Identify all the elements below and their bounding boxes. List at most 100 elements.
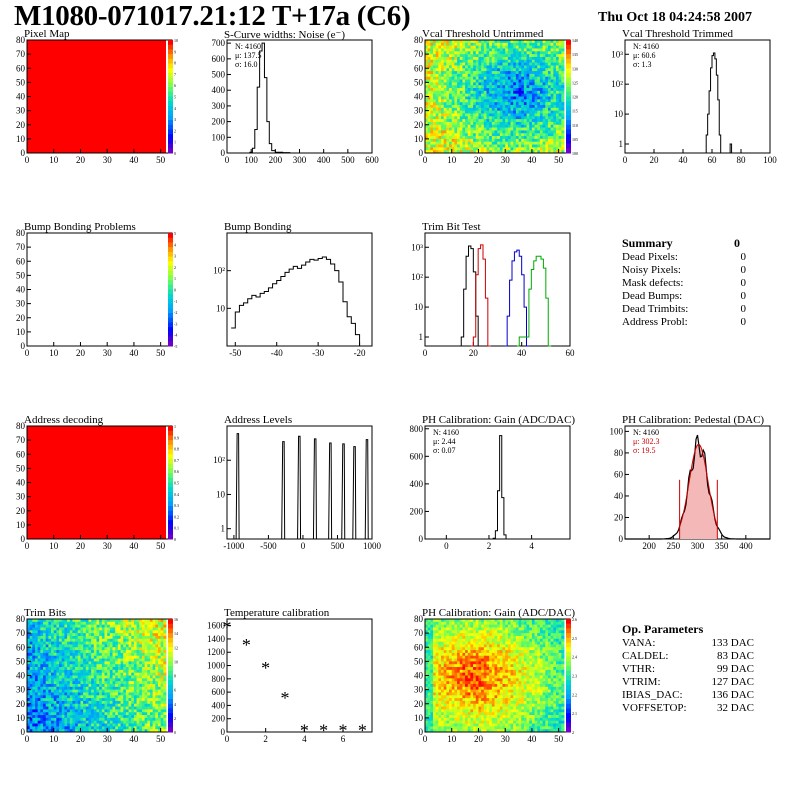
heatmap-cell: [489, 119, 492, 122]
y-tick-label: 40: [614, 491, 624, 501]
heatmap-cell: [529, 102, 532, 105]
heatmap-cell: [94, 627, 97, 630]
heatmap-cell: [444, 122, 447, 125]
heatmap-cell: [481, 130, 484, 133]
heatmap-cell: [78, 636, 81, 639]
heatmap-cell: [72, 659, 75, 662]
heatmap-cell: [40, 647, 43, 650]
heatmap-cell: [72, 684, 75, 687]
heatmap-cell: [32, 690, 35, 693]
heatmap-cell: [38, 695, 41, 698]
heatmap-cell: [433, 128, 436, 131]
heatmap-cell: [105, 704, 108, 707]
heatmap-cell: [430, 46, 433, 49]
heatmap-cell: [102, 670, 105, 673]
heatmap-cell: [495, 136, 498, 139]
heatmap-cell: [519, 74, 522, 77]
heatmap-cell: [511, 77, 514, 80]
heatmap-cell: [123, 656, 126, 659]
heatmap-cell: [62, 709, 65, 712]
heatmap-cell: [452, 80, 455, 83]
y-tick-label: 10: [16, 134, 26, 144]
heatmap-cell: [454, 85, 457, 88]
heatmap-cell: [115, 659, 118, 662]
heatmap-cell: [553, 57, 556, 60]
heatmap-cell: [497, 60, 500, 63]
heatmap-cell: [484, 94, 487, 97]
heatmap-cell: [118, 681, 121, 684]
heatmap-cell: [121, 625, 124, 628]
heatmap-cell: [83, 627, 86, 630]
heatmap-cell: [72, 647, 75, 650]
panel-title: PH Calibration: Pedestal (DAC): [622, 414, 764, 426]
heatmap-cell: [48, 695, 51, 698]
heatmap-cell: [511, 136, 514, 139]
heatmap-cell: [430, 636, 433, 639]
heatmap-cell: [94, 639, 97, 642]
heatmap-cell: [521, 88, 524, 91]
heatmap-cell: [88, 718, 91, 721]
heatmap-cell: [94, 676, 97, 679]
heatmap-cell: [521, 71, 524, 74]
heatmap-cell: [51, 684, 54, 687]
heatmap-cell: [161, 647, 164, 650]
heatmap-cell: [70, 690, 73, 693]
heatmap-cell: [486, 71, 489, 74]
heatmap-cell: [123, 707, 126, 710]
heatmap-cell: [86, 712, 89, 715]
heatmap-cell: [524, 82, 527, 85]
heatmap-cell: [70, 670, 73, 673]
heatmap-cell: [105, 661, 108, 664]
heatmap-cell: [163, 656, 166, 659]
heatmap-cell: [500, 60, 503, 63]
heatmap-cell: [139, 681, 142, 684]
heatmap-cell: [163, 712, 166, 715]
heatmap-cell: [476, 136, 479, 139]
heatmap-cell: [115, 701, 118, 704]
heatmap-cell: [508, 111, 511, 114]
heatmap-cell: [441, 82, 444, 85]
heatmap-cell: [70, 678, 73, 681]
heatmap-cell: [153, 678, 156, 681]
heatmap-cell: [457, 94, 460, 97]
heatmap-cell: [428, 147, 431, 150]
heatmap-cell: [126, 724, 129, 727]
heatmap-cell: [449, 57, 452, 60]
heatmap-cell: [38, 676, 41, 679]
heatmap-cell: [508, 125, 511, 128]
heatmap-cell: [147, 656, 150, 659]
heatmap-cell: [67, 676, 70, 679]
heatmap-cell: [444, 145, 447, 148]
heatmap-cell: [559, 130, 562, 133]
heatmap-cell: [454, 147, 457, 150]
histogram-line: [703, 53, 734, 153]
heatmap-cell: [505, 74, 508, 77]
heatmap-cell: [543, 68, 546, 71]
heatmap-cell: [511, 105, 514, 108]
heatmap-cell: [83, 681, 86, 684]
heatmap-cell: [139, 701, 142, 704]
heatmap-cell: [139, 718, 142, 721]
heatmap-cell: [462, 99, 465, 102]
heatmap-cell: [535, 105, 538, 108]
heatmap-cell: [158, 670, 161, 673]
heatmap-cell: [436, 661, 439, 664]
y-tick-label: 800: [212, 674, 226, 684]
heatmap-cell: [54, 676, 57, 679]
palette-cell: [168, 129, 173, 134]
heatmap-cell: [556, 85, 559, 88]
heatmap-cell: [462, 94, 465, 97]
heatmap-cell: [462, 54, 465, 57]
heatmap-cell: [519, 111, 522, 114]
heatmap-cell: [497, 65, 500, 68]
palette-cell: [168, 49, 173, 54]
heatmap-cell: [521, 108, 524, 111]
heatmap-cell: [540, 147, 543, 150]
heatmap-cell: [513, 125, 516, 128]
heatmap-cell: [48, 650, 51, 653]
heatmap-cell: [433, 690, 436, 693]
heatmap-cell: [59, 653, 62, 656]
palette-label: -5: [174, 344, 177, 349]
heatmap-cell: [134, 622, 137, 625]
y-tick-label: 0: [21, 148, 26, 158]
